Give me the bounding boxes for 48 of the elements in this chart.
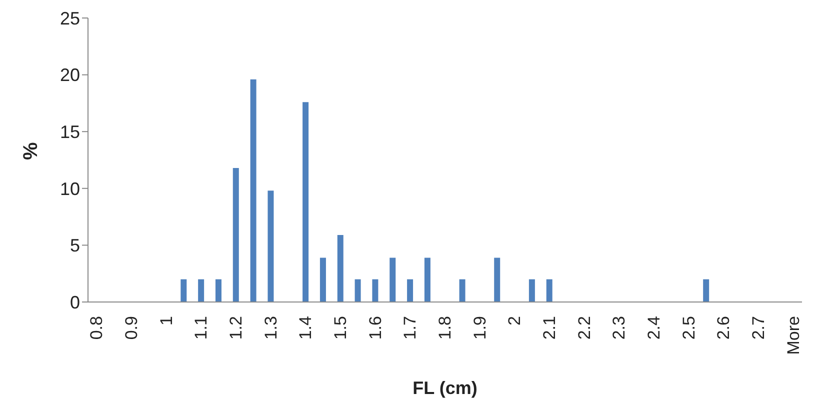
x-tick-label: 1.4	[296, 316, 316, 340]
x-tick-label: 2.1	[540, 316, 559, 340]
bar	[215, 279, 222, 302]
bar	[703, 279, 710, 302]
x-tick-label: 1.2	[226, 316, 246, 340]
y-tick-label: 0	[70, 292, 80, 312]
y-tick-label: 25	[60, 8, 80, 28]
x-tick-label: 2.4	[644, 316, 664, 340]
bar	[354, 279, 361, 302]
x-tick-label: 0.9	[122, 316, 142, 340]
bar	[528, 279, 535, 302]
bar	[424, 258, 430, 302]
bar	[302, 102, 309, 302]
y-tick-label: 5	[70, 236, 80, 256]
x-tick-label: 2.3	[610, 316, 629, 340]
x-tick-label: 1	[156, 316, 176, 326]
bar	[232, 168, 239, 302]
x-tick-label: 1.1	[192, 316, 211, 340]
y-tick-label: 10	[60, 178, 80, 199]
y-axis-title: %	[20, 142, 42, 160]
bar	[180, 279, 187, 302]
x-tick-label: 1.5	[331, 316, 350, 340]
y-tick-label: 20	[60, 65, 80, 86]
bar	[390, 258, 396, 302]
bar	[494, 258, 500, 302]
x-axis-title: FL (cm)	[412, 378, 478, 398]
x-tick-label: 2.5	[679, 316, 698, 340]
bar	[337, 234, 344, 302]
x-tick-label: More	[784, 316, 803, 355]
bar	[407, 279, 414, 302]
x-tick-label: 1.3	[261, 316, 280, 340]
x-tick-label: 0.8	[87, 316, 106, 340]
x-tick-label: 1.6	[366, 316, 385, 340]
x-tick-label: 1.9	[470, 316, 490, 340]
bar	[320, 258, 326, 302]
x-tick-label: 1.7	[400, 316, 420, 340]
bar	[372, 279, 378, 302]
bar	[268, 190, 274, 302]
x-tick-label: 2	[505, 316, 524, 326]
x-tick-label: 2.2	[574, 316, 594, 340]
bar	[546, 279, 552, 302]
x-tick-label: 2.7	[748, 316, 768, 340]
bar	[459, 279, 466, 302]
x-tick-label: 1.8	[436, 316, 454, 340]
x-tick-label: 2.6	[714, 316, 734, 340]
bar	[250, 79, 256, 302]
bar	[198, 279, 204, 302]
y-tick-label: 15	[60, 122, 80, 142]
